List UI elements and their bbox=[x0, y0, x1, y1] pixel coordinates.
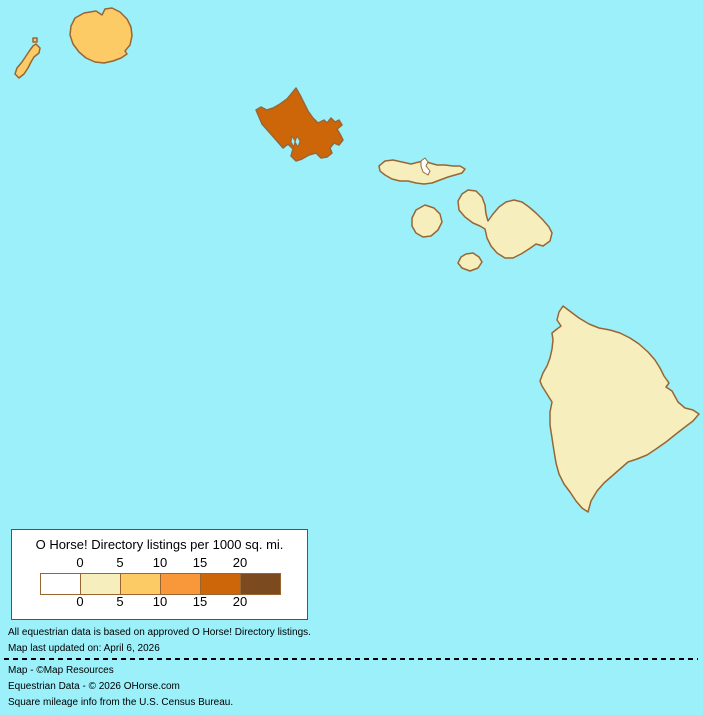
kalawao-peninsula bbox=[420, 157, 431, 176]
last-updated-note: Map last updated on: April 6, 2026 bbox=[8, 643, 160, 654]
legend-tick-bottom-0: 0 bbox=[76, 594, 84, 609]
legend-tick-bottom-20: 20 bbox=[232, 594, 248, 609]
legend-swatch-2 bbox=[120, 573, 161, 595]
legend-swatch-0 bbox=[40, 573, 81, 595]
map-credit: Map - ©Map Resources bbox=[8, 665, 114, 676]
island-kauai bbox=[69, 7, 133, 64]
census-credit: Square mileage info from the U.S. Census… bbox=[8, 697, 234, 708]
island-lehua bbox=[32, 37, 38, 43]
island-maui bbox=[457, 189, 553, 259]
island-molokai bbox=[378, 159, 466, 185]
legend-title: O Horse! Directory listings per 1000 sq.… bbox=[35, 537, 284, 552]
legend-swatch-4 bbox=[200, 573, 241, 595]
pearl-harbor-inlet bbox=[290, 135, 301, 148]
legend-swatch-3 bbox=[160, 573, 201, 595]
island-niihau bbox=[14, 43, 41, 79]
dashed-separator bbox=[4, 658, 698, 660]
legend-swatch-1 bbox=[80, 573, 121, 595]
data-source-note: All equestrian data is based on approved… bbox=[8, 627, 311, 638]
legend-tick-top-5: 5 bbox=[116, 555, 124, 570]
legend-tick-bottom-5: 5 bbox=[116, 594, 124, 609]
legend-tick-top-0: 0 bbox=[76, 555, 84, 570]
legend-tick-bottom-15: 15 bbox=[192, 594, 208, 609]
island-oahu bbox=[255, 87, 344, 162]
legend-swatch-5 bbox=[240, 573, 281, 595]
legend: O Horse! Directory listings per 1000 sq.… bbox=[11, 529, 308, 620]
equestrian-data-credit: Equestrian Data - © 2026 OHorse.com bbox=[8, 681, 180, 692]
island-hawaii bbox=[539, 305, 700, 513]
legend-color-scale bbox=[40, 573, 281, 595]
island-lanai bbox=[411, 204, 443, 238]
legend-tick-bottom-10: 10 bbox=[152, 594, 168, 609]
legend-tick-top-10: 10 bbox=[152, 555, 168, 570]
legend-tick-top-20: 20 bbox=[232, 555, 248, 570]
island-kahoolawe bbox=[457, 252, 483, 272]
legend-tick-top-15: 15 bbox=[192, 555, 208, 570]
